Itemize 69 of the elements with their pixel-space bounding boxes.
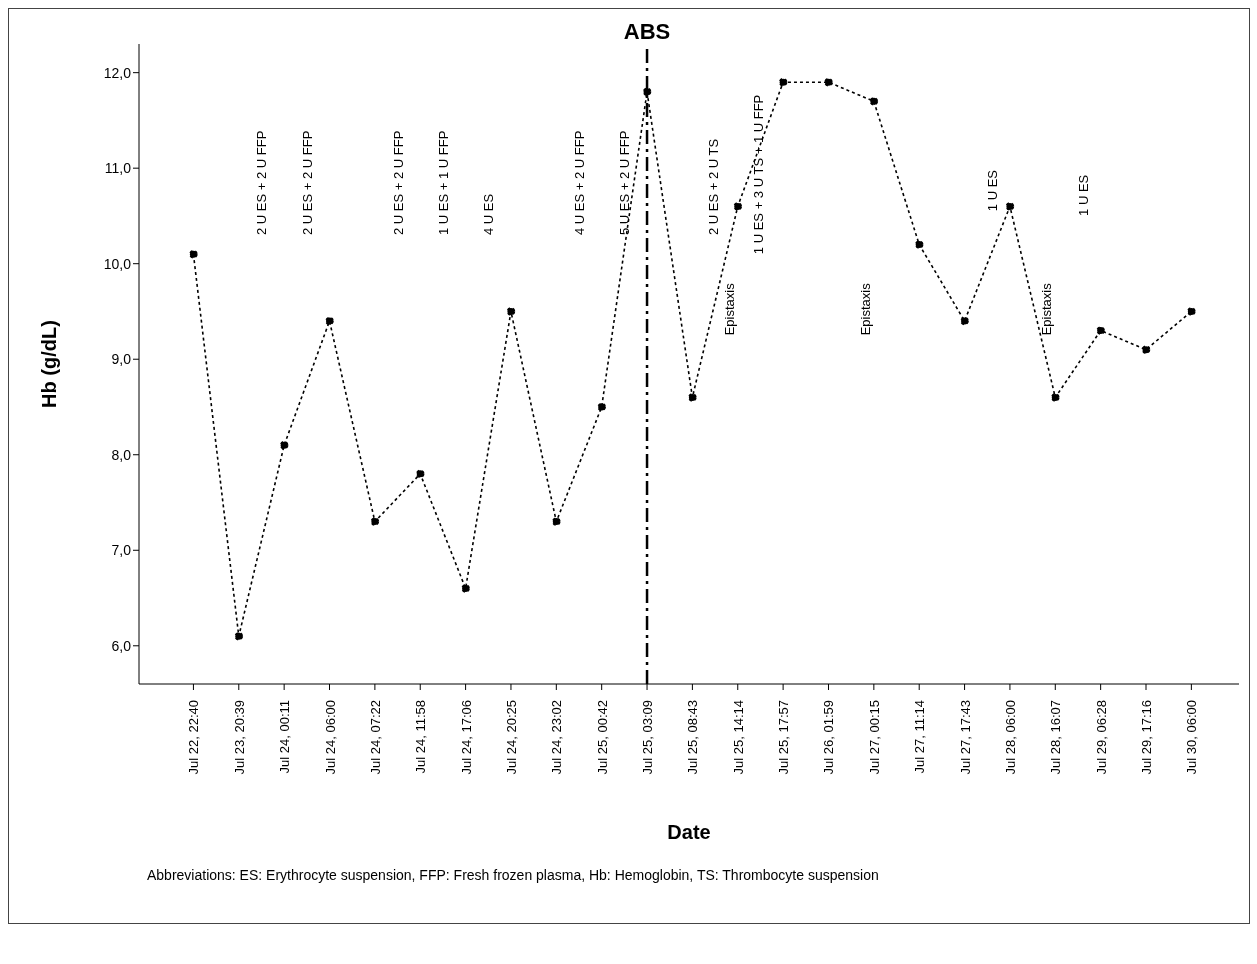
- annotation: Epistaxis: [1039, 282, 1055, 336]
- x-tick-label: Jul 28, 06:00: [1002, 700, 1018, 775]
- y-tick-label: 12,0: [103, 64, 132, 81]
- x-tick-label: Jul 27, 11:14: [912, 700, 928, 774]
- annotation: Epistaxis: [721, 282, 737, 336]
- x-tick-label: Jul 24, 00:11: [277, 700, 293, 774]
- x-tick-label: Jul 25, 03:09: [640, 700, 656, 775]
- x-tick-label: Jul 29, 17:16: [1139, 700, 1155, 775]
- x-tick-label: Jul 24, 06:00: [322, 700, 338, 775]
- point: [1005, 202, 1015, 211]
- x-tick-label: Jul 28, 16:07: [1048, 700, 1064, 775]
- point: [506, 307, 516, 316]
- annotation: 4 U ES + 2 U FFP: [572, 130, 587, 236]
- point: [688, 393, 697, 402]
- point: [461, 584, 470, 593]
- annotation: 2 U ES + 2 U FFP: [390, 130, 406, 236]
- y-tick-label: 11,0: [104, 160, 132, 177]
- x-tick-label: Jul 25, 08:43: [685, 700, 701, 775]
- x-tick-label: Jul 24, 11:58: [413, 700, 429, 774]
- x-tick-label: Jul 27, 17:43: [957, 700, 973, 775]
- point: [824, 77, 833, 87]
- x-tick-label: Jul 25, 00:42: [594, 700, 610, 775]
- x-tick-label: Jul 25, 17:57: [776, 700, 792, 775]
- x-axis-title: Date: [667, 821, 711, 843]
- point: [415, 469, 425, 479]
- y-tick-label: 6,0: [111, 637, 132, 654]
- x-tick-label: Jul 24, 23:02: [549, 700, 565, 775]
- point: [1050, 393, 1060, 402]
- point: [234, 631, 244, 641]
- x-tick-label: Jul 29, 06:28: [1093, 700, 1109, 775]
- annotation: 1 U ES: [1075, 174, 1091, 216]
- point: [914, 240, 924, 249]
- point: [189, 249, 198, 259]
- point: [960, 316, 969, 326]
- ref-line-label: ABS: [623, 19, 671, 44]
- y-tick-label: 7,0: [111, 542, 132, 559]
- x-tick-label: Jul 26, 01:59: [821, 700, 837, 775]
- x-tick-label: Jul 24, 17:06: [458, 700, 474, 775]
- point: [279, 440, 289, 450]
- annotation: Epistaxis: [857, 282, 873, 336]
- x-tick-label: Jul 23, 20:39: [231, 700, 247, 775]
- point: [370, 517, 380, 526]
- y-tick-label: 10,0: [103, 255, 132, 272]
- point: [642, 87, 652, 97]
- y-tick-label: 9,0: [111, 351, 132, 368]
- x-tick-label: Jul 24, 20:25: [503, 700, 519, 775]
- point: [1187, 307, 1196, 316]
- point: [597, 402, 606, 412]
- y-axis-title: Hb (g/dL): [38, 320, 61, 408]
- annotation: 2 U ES + 2 U FFP: [254, 130, 270, 236]
- point: [552, 517, 561, 526]
- x-tick-label: Jul 27, 00:15: [866, 700, 882, 775]
- x-tick-label: Jul 22, 22:40: [186, 700, 202, 775]
- point: [869, 97, 879, 106]
- point: [778, 77, 788, 87]
- x-tick-label: Jul 25, 14:14: [730, 700, 746, 775]
- annotation: 2 U ES + 2 U TS: [705, 138, 721, 236]
- annotation: 2 U ES + 2 U FFP: [299, 130, 315, 236]
- annotation: 4 U ES: [481, 193, 497, 236]
- annotation: 1 U ES + 1 U FFP: [435, 130, 451, 236]
- annotation: 1 U ES: [984, 169, 1000, 212]
- x-tick-label: Jul 30, 06:00: [1184, 700, 1200, 775]
- point: [1096, 326, 1105, 335]
- point: [733, 202, 743, 211]
- point: [1141, 345, 1151, 354]
- y-tick-label: 8,0: [111, 446, 132, 463]
- text: Abbreviations: ES: Erythrocyte suspension, FFP: Fresh frozen plasma, Hb: Hemoglobin, TS: Thrombocyte suspension: [146, 866, 880, 885]
- point: [325, 316, 334, 326]
- x-tick-label: Jul 24, 07:22: [367, 700, 383, 775]
